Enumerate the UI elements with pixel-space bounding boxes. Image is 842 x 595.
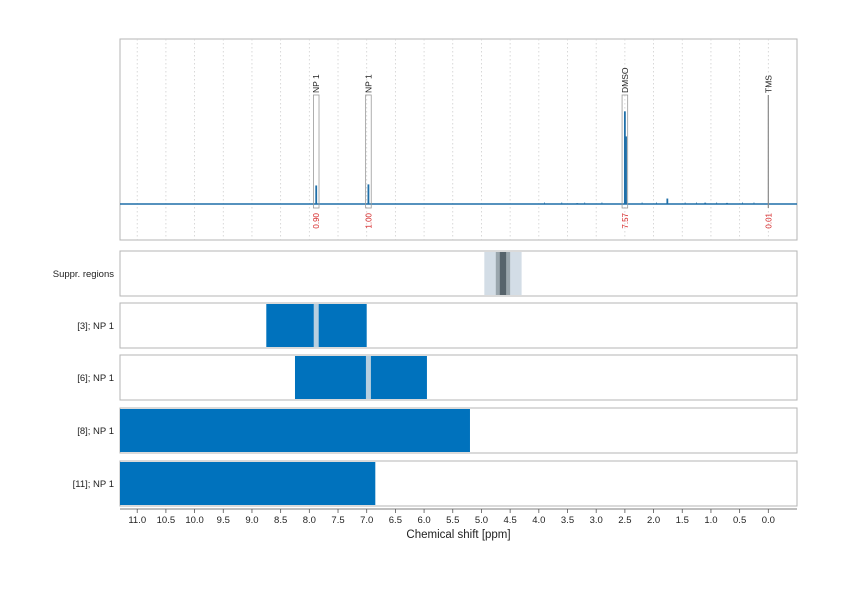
x-tick-label: 5.5 <box>446 515 459 526</box>
x-tick-label: 7.5 <box>331 515 344 526</box>
peak-label: TMS <box>763 75 773 93</box>
row-label: [8]; NP 1 <box>77 426 114 437</box>
annotation-bracket <box>621 94 629 209</box>
x-tick-label: 9.0 <box>245 515 258 526</box>
x-tick-label: 3.5 <box>561 515 574 526</box>
integral-label: 1.00 <box>364 212 373 228</box>
x-tick-label: 2.5 <box>618 515 631 526</box>
x-tick-label: 1.5 <box>676 515 689 526</box>
x-tick-label: 4.5 <box>504 515 517 526</box>
peak-label: DMSO <box>620 67 630 93</box>
x-tick-label: 3.0 <box>590 515 603 526</box>
integral-label: 0.90 <box>312 212 321 228</box>
x-tick-label: 9.5 <box>217 515 230 526</box>
suppression-region-inner <box>499 252 507 295</box>
range-bar <box>120 462 376 505</box>
x-tick-label: 0.0 <box>762 515 775 526</box>
integral-label: 7.57 <box>621 212 630 228</box>
x-tick-label: 10.5 <box>157 515 176 526</box>
x-tick-label: 5.0 <box>475 515 488 526</box>
x-axis-title: Chemical shift [ppm] <box>406 529 510 541</box>
row-label: Suppr. regions <box>53 269 115 280</box>
range-bar <box>120 409 470 452</box>
peak-label: NP 1 <box>363 74 373 93</box>
annotation-bracket <box>365 94 372 209</box>
annotation-bracket <box>313 94 320 209</box>
x-tick-label: 4.0 <box>532 515 545 526</box>
row-label: [11]; NP 1 <box>73 479 114 490</box>
x-tick-label: 6.0 <box>417 515 430 526</box>
spectrum-panel <box>119 38 798 241</box>
row-label: [6]; NP 1 <box>77 373 114 384</box>
peak-marker <box>365 356 371 399</box>
x-tick-label: 8.5 <box>274 515 287 526</box>
row-panel <box>119 250 798 297</box>
row-label: [3]; NP 1 <box>77 321 114 332</box>
x-tick-label: 2.0 <box>647 515 660 526</box>
x-tick-label: 7.0 <box>360 515 373 526</box>
peak-marker <box>313 304 319 347</box>
x-tick-label: 1.0 <box>704 515 717 526</box>
peak-label: NP 1 <box>311 74 321 93</box>
x-tick-label: 8.0 <box>303 515 316 526</box>
x-tick-label: 11.0 <box>128 515 146 526</box>
integral-label: 0.01 <box>764 212 773 228</box>
x-tick-label: 6.5 <box>389 515 402 526</box>
row-panel <box>119 354 798 401</box>
x-tick-label: 0.5 <box>733 515 746 526</box>
x-tick-label: 10.0 <box>185 515 204 526</box>
range-bar <box>294 356 427 399</box>
row-panel <box>119 302 798 349</box>
